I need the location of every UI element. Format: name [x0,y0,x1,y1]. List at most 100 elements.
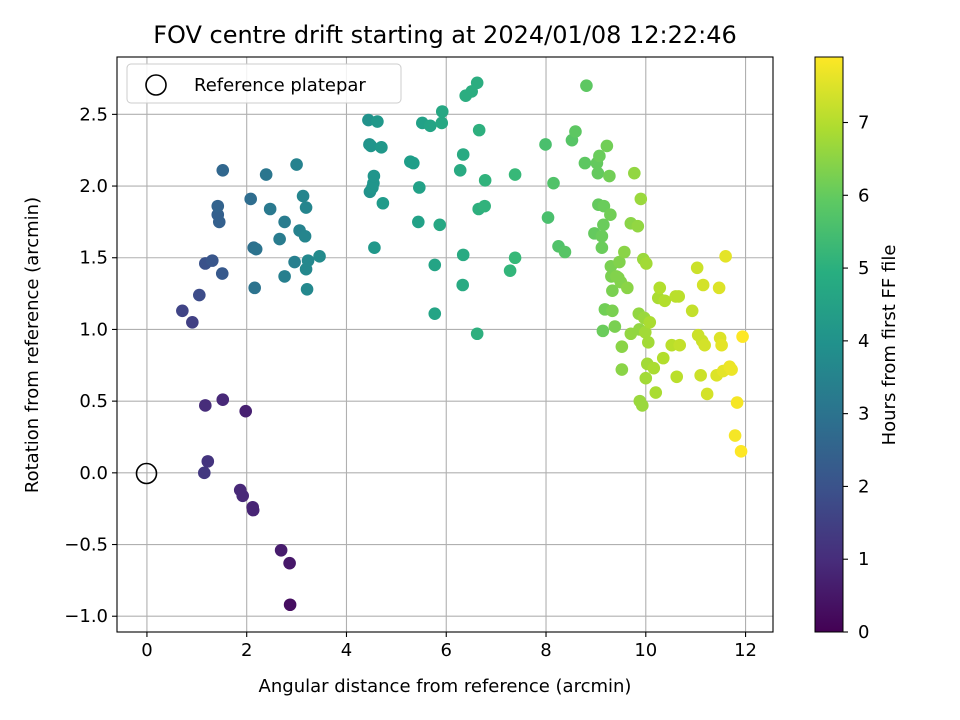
data-point [376,196,390,210]
data-point [278,270,291,283]
data-point [698,338,711,352]
y-tick-label: 1.0 [79,319,108,340]
data-point [201,455,215,468]
data-point [453,163,467,177]
data-point [259,168,273,181]
colorbar-tick-label: 4 [858,331,869,352]
data-point [433,218,447,232]
data-point [615,363,629,376]
data-point [367,169,381,183]
data-point [249,242,263,256]
data-point [639,371,653,385]
data-point [613,255,626,269]
x-tick-label: 12 [734,640,757,661]
data-point [606,304,619,318]
colorbar: 0 1 2 3 4 5 6 7 Hours from first FF file [814,56,900,643]
data-point [298,229,312,243]
data-point [608,320,622,333]
data-point [685,304,699,318]
y-axis-ticks: −1.0 −0.5 0.0 0.5 1.0 1.5 2.0 2.5 [64,104,117,627]
data-point [690,261,704,275]
data-point [604,208,617,222]
data-point [508,251,522,265]
x-tick-label: 6 [441,640,452,661]
colorbar-ticks: 0 1 2 3 4 5 6 7 [843,113,869,643]
plot-frame [116,56,774,633]
data-point [413,181,426,194]
y-tick-label: 0.0 [79,463,108,484]
data-point [569,125,582,138]
data-point [641,336,655,349]
data-point [470,76,484,90]
colorbar-tick-label: 0 [858,622,869,643]
data-point [595,241,609,255]
data-point [212,215,226,229]
legend-box [126,63,402,104]
data-point [423,119,437,133]
data-point [694,369,707,382]
data-point [539,138,552,151]
data-point [638,326,652,339]
data-point [375,141,388,154]
data-point [593,149,606,163]
data-point [299,201,313,214]
data-point [635,399,649,412]
data-point [715,338,728,352]
colorbar-tick-label: 3 [858,404,869,425]
colorbar-tick-label: 1 [858,549,869,570]
data-point [248,281,261,295]
data-point [288,255,301,269]
data-point [558,245,572,259]
legend-entry-label: Reference platepar [194,75,366,96]
y-tick-label: 1.5 [79,248,108,269]
data-point [696,278,710,292]
data-point [456,148,470,161]
data-point [639,257,653,270]
data-point [725,363,738,376]
data-point [606,284,619,298]
data-point [649,386,663,399]
data-point [211,199,225,213]
data-point [580,79,593,92]
x-tick-label: 4 [341,640,352,661]
colorbar-tick-label: 6 [858,185,869,206]
chart-title: FOV centre drift starting at 2024/01/08 … [153,21,737,49]
data-point [597,199,611,213]
plot-area: 0 2 4 6 8 10 12 −1.0 −0.5 0.0 0.5 1.0 1.5 2.0 2.5 [64,56,774,661]
data-point [274,543,288,557]
data-point [618,245,631,259]
data-point [673,338,687,352]
y-tick-label: 2.0 [79,176,108,197]
x-tick-label: 2 [241,640,252,661]
y-tick-label: −1.0 [64,606,108,627]
legend-marker-icon [145,74,167,96]
data-point [700,387,714,401]
data-point [236,489,250,503]
data-point [263,202,277,216]
data-point [603,169,616,183]
data-point [364,139,378,153]
data-point [244,192,257,206]
data-point [728,429,742,442]
colorbar-gradient [814,56,844,633]
data-point [428,307,442,320]
data-point [290,158,303,171]
data-point [412,215,425,229]
data-point [368,241,381,255]
y-axis-label: Rotation from reference (arcmin) [22,197,43,493]
data-point [658,294,672,308]
data-point [278,215,291,229]
data-point [428,258,442,272]
legend: Reference platepar [126,63,402,104]
data-point [621,281,634,295]
data-point [503,264,517,277]
data-point [273,232,286,246]
y-tick-label: 2.5 [79,104,108,125]
data-point [456,278,470,292]
data-point [547,176,560,190]
data-point [313,250,326,263]
data-point [283,556,296,570]
data-point [647,361,661,375]
data-point [719,250,732,263]
